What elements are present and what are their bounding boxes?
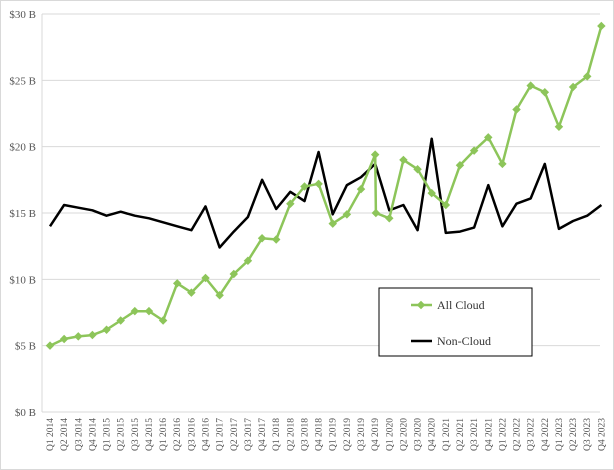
x-tick-label: Q2 2020 — [399, 418, 409, 451]
data-point-all-cloud — [370, 150, 380, 159]
x-tick-label: Q1 2018 — [272, 418, 282, 451]
data-point-all-cloud — [74, 332, 83, 341]
x-tick-label: Q4 2019 — [371, 418, 381, 451]
gridlines — [42, 13, 600, 413]
data-point-all-cloud — [371, 208, 381, 218]
x-tick-label: Q3 2017 — [244, 418, 254, 451]
data-point-all-cloud — [172, 279, 182, 288]
x-tick-label: Q1 2014 — [46, 418, 56, 451]
data-point-all-cloud — [286, 199, 295, 208]
x-tick-label: Q2 2022 — [513, 418, 523, 451]
data-point-all-cloud — [45, 341, 55, 350]
legend-label-all-cloud: All Cloud — [437, 298, 485, 312]
x-tick-label: Q1 2023 — [555, 418, 565, 451]
series-line-non-cloud — [48, 137, 603, 249]
y-tick-label: $30 B — [9, 9, 36, 21]
legend-marker-all-cloud — [416, 300, 426, 310]
x-tick-label: Q3 2015 — [131, 418, 141, 451]
data-point-all-cloud — [187, 288, 196, 297]
y-tick-label: $10 B — [9, 274, 36, 286]
data-point-all-cloud — [385, 214, 394, 223]
data-point-all-cloud — [243, 256, 253, 266]
data-point-all-cloud — [413, 164, 422, 174]
data-point-all-cloud — [257, 233, 267, 243]
x-tick-label: Q4 2014 — [88, 418, 98, 451]
x-tick-label: Q2 2021 — [456, 418, 466, 451]
data-point-all-cloud — [201, 273, 210, 283]
y-tick-label: $0 B — [15, 407, 36, 419]
legend: All Cloud Non-Cloud — [378, 287, 533, 357]
x-tick-label: Q1 2015 — [103, 418, 113, 451]
x-tick-label: Q4 2015 — [145, 418, 155, 451]
legend-label-non-cloud: Non-Cloud — [437, 334, 491, 348]
x-tick-label: Q2 2016 — [173, 418, 183, 451]
data-point-all-cloud — [271, 235, 281, 244]
x-tick-label: Q2 2018 — [286, 418, 296, 451]
data-point-all-cloud — [342, 210, 352, 219]
x-tick-label: Q1 2021 — [442, 418, 452, 451]
x-tick-label: Q2 2015 — [117, 418, 127, 451]
x-tick-label: Q1 2020 — [385, 418, 395, 451]
x-tick-label: Q4 2020 — [428, 418, 438, 451]
data-point-all-cloud — [399, 155, 408, 165]
x-tick-label: Q3 2014 — [74, 418, 84, 451]
data-point-all-cloud — [498, 159, 507, 169]
data-point-all-cloud — [130, 306, 140, 316]
data-point-all-cloud — [300, 182, 309, 191]
series-layer — [45, 21, 606, 350]
y-tick-label: $20 B — [9, 142, 36, 154]
data-point-all-cloud — [116, 316, 125, 325]
x-axis: Q1 2014 Q2 2014 Q3 2014 Q4 2014 Q1 2015 Q2 20… — [46, 418, 607, 451]
x-tick-label: Q3 2018 — [300, 418, 310, 451]
data-point-all-cloud — [356, 184, 366, 194]
data-point-all-cloud — [229, 269, 239, 279]
x-tick-label: Q3 2021 — [470, 418, 480, 451]
x-tick-label: Q1 2019 — [329, 418, 339, 451]
x-tick-label: Q3 2023 — [583, 418, 593, 451]
y-axis: $0 B $5 B $10 B $15 B $20 B $25 B $30 B — [9, 9, 43, 419]
data-point-all-cloud — [158, 316, 168, 325]
x-tick-label: Q1 2022 — [498, 418, 508, 451]
data-point-all-cloud — [314, 179, 323, 189]
data-point-all-cloud — [215, 291, 224, 300]
x-tick-label: Q4 2017 — [258, 418, 268, 451]
x-tick-label: Q4 2022 — [541, 418, 551, 451]
legend-box — [378, 287, 533, 357]
x-tick-label: Q3 2020 — [414, 418, 424, 451]
x-tick-label: Q3 2016 — [187, 418, 197, 451]
x-tick-label: Q4 2016 — [202, 418, 212, 451]
data-point-all-cloud — [427, 188, 436, 198]
x-tick-label: Q4 2021 — [484, 418, 494, 451]
y-tick-label: $25 B — [9, 75, 36, 87]
x-tick-label: Q1 2017 — [216, 418, 226, 451]
y-tick-label: $15 B — [9, 208, 36, 220]
x-tick-label: Q2 2023 — [569, 418, 579, 451]
x-tick-label: Q1 2016 — [159, 418, 169, 451]
x-tick-label: Q3 2022 — [527, 418, 537, 451]
data-point-all-cloud — [102, 325, 111, 334]
x-tick-label: Q2 2014 — [60, 418, 70, 451]
data-point-all-cloud — [328, 219, 337, 228]
data-point-all-cloud — [441, 200, 451, 210]
data-point-all-cloud — [88, 330, 97, 340]
x-tick-label: Q4 2018 — [315, 418, 325, 451]
x-tick-label: Q2 2019 — [343, 418, 353, 451]
y-tick-label: $5 B — [15, 341, 36, 353]
x-tick-label: Q4 2023 — [597, 418, 607, 451]
x-tick-label: Q2 2017 — [230, 418, 240, 451]
data-point-all-cloud — [469, 146, 479, 155]
data-point-all-cloud — [144, 306, 154, 316]
data-point-all-cloud — [455, 160, 465, 170]
data-point-all-cloud — [484, 133, 493, 142]
x-tick-label: Q3 2019 — [357, 418, 367, 451]
